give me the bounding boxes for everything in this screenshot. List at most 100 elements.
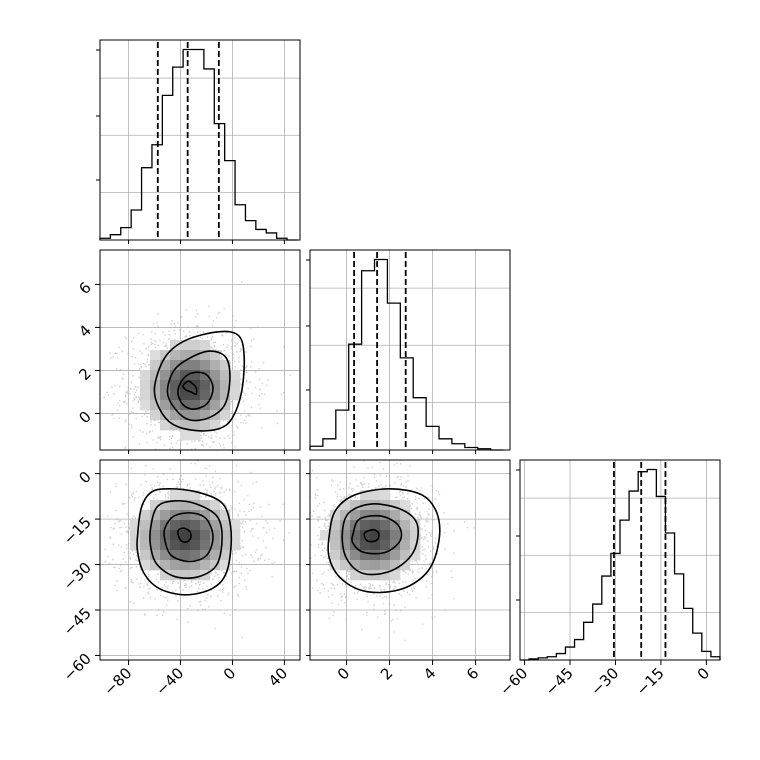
density-cell (220, 520, 231, 531)
density-cell (340, 520, 351, 531)
density-cell (160, 400, 171, 411)
density-cell (350, 530, 361, 541)
y-tick-label: −45 (60, 604, 95, 639)
density-cell (170, 570, 181, 581)
density-cell (190, 570, 201, 581)
density-cell (150, 540, 161, 551)
density-cell (190, 540, 201, 551)
density-cell (160, 520, 171, 531)
density-cell (360, 540, 371, 551)
density-cell (140, 400, 151, 411)
density-cell (190, 560, 201, 571)
density-cell (210, 520, 221, 531)
density-cell (330, 530, 341, 541)
density-cell (410, 540, 421, 551)
axes-frame (309, 249, 511, 451)
axes-frame (99, 459, 301, 661)
density-cell (180, 380, 191, 391)
density-cell (210, 360, 221, 371)
density-cell (360, 490, 371, 501)
contour-middle (149, 499, 223, 579)
density-cell (210, 550, 221, 561)
density-cell (410, 550, 421, 561)
density-cell (150, 530, 161, 541)
density-cell (390, 570, 401, 581)
density-cell (170, 490, 181, 501)
x-tick-label: −45 (542, 664, 577, 699)
density-cell (370, 540, 381, 551)
density-cell (160, 530, 171, 541)
density-cell (170, 390, 181, 401)
contour-inner (177, 371, 214, 410)
density-cell (210, 350, 221, 361)
density-cell (180, 530, 191, 541)
density-cell (210, 390, 221, 401)
density-cell (390, 500, 401, 511)
density-cell (200, 370, 211, 381)
density-cell (170, 530, 181, 541)
density-cell (140, 520, 151, 531)
density-cell (170, 400, 181, 411)
density-cell (380, 520, 391, 531)
density-cell (390, 510, 401, 521)
density-cell (150, 500, 161, 511)
scatter-panel-1 (99, 249, 301, 451)
density-cell (370, 500, 381, 511)
density-cell (210, 380, 221, 391)
histogram-steps (309, 258, 504, 451)
density-cell (180, 520, 191, 531)
density-cell (230, 540, 241, 551)
density-cell (170, 380, 181, 391)
density-cell (360, 560, 371, 571)
density-cell (150, 520, 161, 531)
x-tick-label: 6 (463, 664, 482, 683)
axes-frame (99, 39, 301, 241)
density-cell (350, 560, 361, 571)
axes-frame (309, 459, 511, 661)
density-cell (400, 540, 411, 551)
scatter-panel-2 (99, 459, 301, 661)
plot-area (100, 250, 300, 450)
density-cell (190, 390, 201, 401)
histogram-panel-2 (306, 249, 511, 451)
density-cell (390, 560, 401, 571)
density-cell (190, 490, 201, 501)
density-cell (230, 530, 241, 541)
density-cell (160, 570, 171, 581)
density-cell (190, 400, 201, 411)
y-tick-label: 0 (75, 408, 94, 427)
density-cell (340, 510, 351, 521)
contour-core (363, 528, 380, 543)
density-cell (200, 420, 211, 431)
density-cell (200, 520, 211, 531)
contour-outer (153, 330, 246, 432)
scatter-panel-3 (309, 459, 511, 661)
density-cell (340, 530, 351, 541)
density-cell (140, 530, 151, 541)
density-cell (390, 520, 401, 531)
contour-outer (327, 487, 441, 594)
density-cell (180, 420, 191, 431)
density-cell (170, 370, 181, 381)
density-cell (150, 400, 161, 411)
density-cell (180, 340, 191, 351)
density-cell (190, 370, 201, 381)
density-cell (330, 520, 341, 531)
density-cell (350, 550, 361, 561)
density-cell (160, 390, 171, 401)
density-cell (140, 560, 151, 571)
x-tick-label: 0 (334, 664, 353, 683)
density-cell (370, 520, 381, 531)
histogram-steps (99, 48, 298, 241)
axes-frame (99, 249, 301, 451)
density-cell (220, 370, 231, 381)
density-cell (180, 550, 191, 561)
density-cell (190, 550, 201, 561)
density-cell (150, 510, 161, 521)
density-cell (400, 560, 411, 571)
density-cell (130, 530, 141, 541)
density-cell (220, 560, 231, 571)
density-cell (200, 410, 211, 421)
density-cell (150, 560, 161, 571)
density-cell (370, 550, 381, 561)
